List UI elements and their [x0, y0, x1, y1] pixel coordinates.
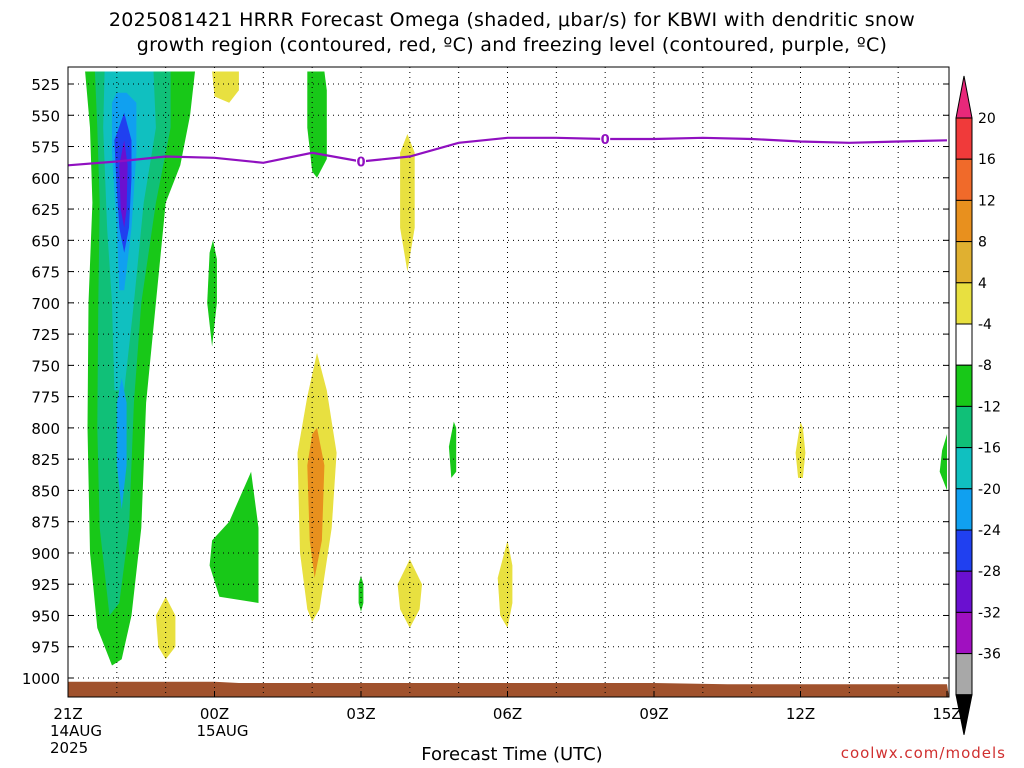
colorbar-segment-6: [955, 323, 973, 366]
y-tick-label-900: 900: [31, 545, 60, 563]
omega-region-13: [212, 71, 239, 103]
y-tick-label-850: 850: [31, 482, 60, 500]
colorbar-label-5: -4: [978, 317, 992, 333]
colorbar-segment-1: [955, 117, 973, 160]
freezing-label-bg-1: [600, 132, 611, 147]
y-tick-label-525: 525: [31, 76, 60, 94]
y-tick-label-1000: 1000: [22, 670, 60, 688]
y-tick-label-800: 800: [31, 420, 60, 438]
colorbar-label-7: -12: [978, 399, 1001, 415]
colorbar-segment-9: [955, 447, 973, 490]
colorbar-label-10: -24: [978, 523, 1001, 539]
x-axis-label: Forecast Time (UTC): [421, 744, 603, 765]
x-tick-sub-00Z-0: 15AUG: [197, 722, 249, 740]
colorbar-segment-12: [955, 570, 973, 613]
omega-region-9: [209, 471, 259, 603]
omega-region-20: [307, 427, 325, 578]
y-tick-label-675: 675: [31, 264, 60, 282]
omega-region-4: [116, 377, 127, 510]
y-tick-label-975: 975: [31, 639, 60, 657]
colorbar-segment-3: [955, 199, 973, 243]
y-tick-label-550: 550: [31, 107, 60, 125]
y-tick-label-825: 825: [31, 451, 60, 469]
credit-text: coolwx.com/models: [840, 744, 1006, 762]
colorbar: 20 16 12 8 4 -4 -8 -12 -16 -20 -24 -28 -32 -36: [955, 75, 1001, 735]
y-tick-label-600: 600: [31, 170, 60, 188]
colorbar-label-12: -32: [978, 605, 1001, 621]
ground-fill: [68, 681, 949, 697]
y-tick-label-625: 625: [31, 201, 60, 219]
y-tick-label-775: 775: [31, 389, 60, 407]
colorbar-label-3: 8: [978, 235, 987, 251]
colorbar-bottom-arrow: [955, 694, 973, 735]
colorbar-segment-8: [955, 405, 973, 449]
freezing-level-contour: 00: [67, 132, 948, 171]
y-tick-label-875: 875: [31, 514, 60, 532]
x-tick-label-09Z: 09Z: [639, 705, 668, 723]
x-tick-label-06Z: 06Z: [493, 705, 522, 723]
y-tick-label-575: 575: [31, 139, 60, 157]
y-tick-label-725: 725: [31, 326, 60, 344]
colorbar-segment-4: [955, 241, 973, 284]
colorbar-label-4: 4: [978, 276, 987, 292]
colorbar-segment-10: [955, 488, 973, 531]
y-tick-label-750: 750: [31, 357, 60, 375]
colorbar-label-11: -28: [978, 564, 1001, 580]
colorbar-top-arrow: [955, 75, 973, 119]
freezing-label-bg-0: [356, 154, 366, 169]
omega-shaded-regions: [85, 71, 947, 666]
freezing-label-1: 0: [601, 133, 610, 148]
x-tick-label-21Z: 21Z: [53, 705, 82, 723]
colorbar-label-0: 20: [978, 111, 996, 127]
x-tick-label-03Z: 03Z: [346, 705, 375, 723]
colorbar-label-8: -16: [978, 441, 1001, 457]
title-line-1: 2025081421 HRRR Forecast Omega (shaded, …: [108, 9, 916, 31]
colorbar-segment-2: [955, 158, 973, 201]
omega-region-18: [497, 540, 513, 628]
colorbar-label-2: 12: [978, 193, 996, 209]
colorbar-segment-11: [955, 529, 973, 572]
y-tick-label-700: 700: [31, 295, 60, 313]
omega-region-11: [448, 421, 457, 478]
grid-lines: [68, 67, 949, 697]
y-tick-label-925: 925: [31, 576, 60, 594]
x-tick-sub-21Z-1: 2025: [50, 739, 88, 757]
x-tick-label-15Z: 15Z: [932, 705, 961, 723]
colorbar-segment-7: [955, 364, 973, 407]
x-tick-label-12Z: 12Z: [786, 705, 815, 723]
x-tick-sub-21Z-0: 14AUG: [50, 722, 102, 740]
plot-frame: [67, 66, 950, 698]
omega-region-19: [795, 421, 806, 478]
omega-region-14: [400, 134, 415, 272]
colorbar-segment-13: [955, 611, 973, 655]
omega-region-17: [397, 559, 422, 628]
omega-region-7: [307, 71, 327, 178]
colorbar-label-9: -20: [978, 482, 1001, 498]
colorbar-segment-14: [955, 653, 973, 696]
title-line-2: growth region (contoured, red, ºC) and f…: [136, 34, 888, 56]
freezing-label-0: 0: [356, 156, 365, 171]
omega-region-6: [119, 140, 128, 228]
colorbar-segment-5: [955, 282, 973, 325]
chart-title: 2025081421 HRRR Forecast Omega (shaded, …: [0, 8, 1024, 58]
colorbar-label-1: 16: [978, 152, 996, 168]
omega-region-10: [358, 575, 364, 612]
y-tick-label-650: 650: [31, 232, 60, 250]
pressure-axis: 525 550 575 600 625 650 675 700 725 750 775 800 825 8…: [22, 76, 949, 688]
colorbar-label-6: -8: [978, 358, 992, 374]
x-tick-label-00Z: 00Z: [200, 705, 229, 723]
colorbar-label-13: -36: [978, 647, 1001, 663]
freezing-level-line: [67, 136, 948, 167]
y-tick-label-950: 950: [31, 607, 60, 625]
omega-region-8: [207, 240, 217, 347]
ground-layer: [68, 681, 949, 697]
omega-region-12: [939, 434, 947, 491]
